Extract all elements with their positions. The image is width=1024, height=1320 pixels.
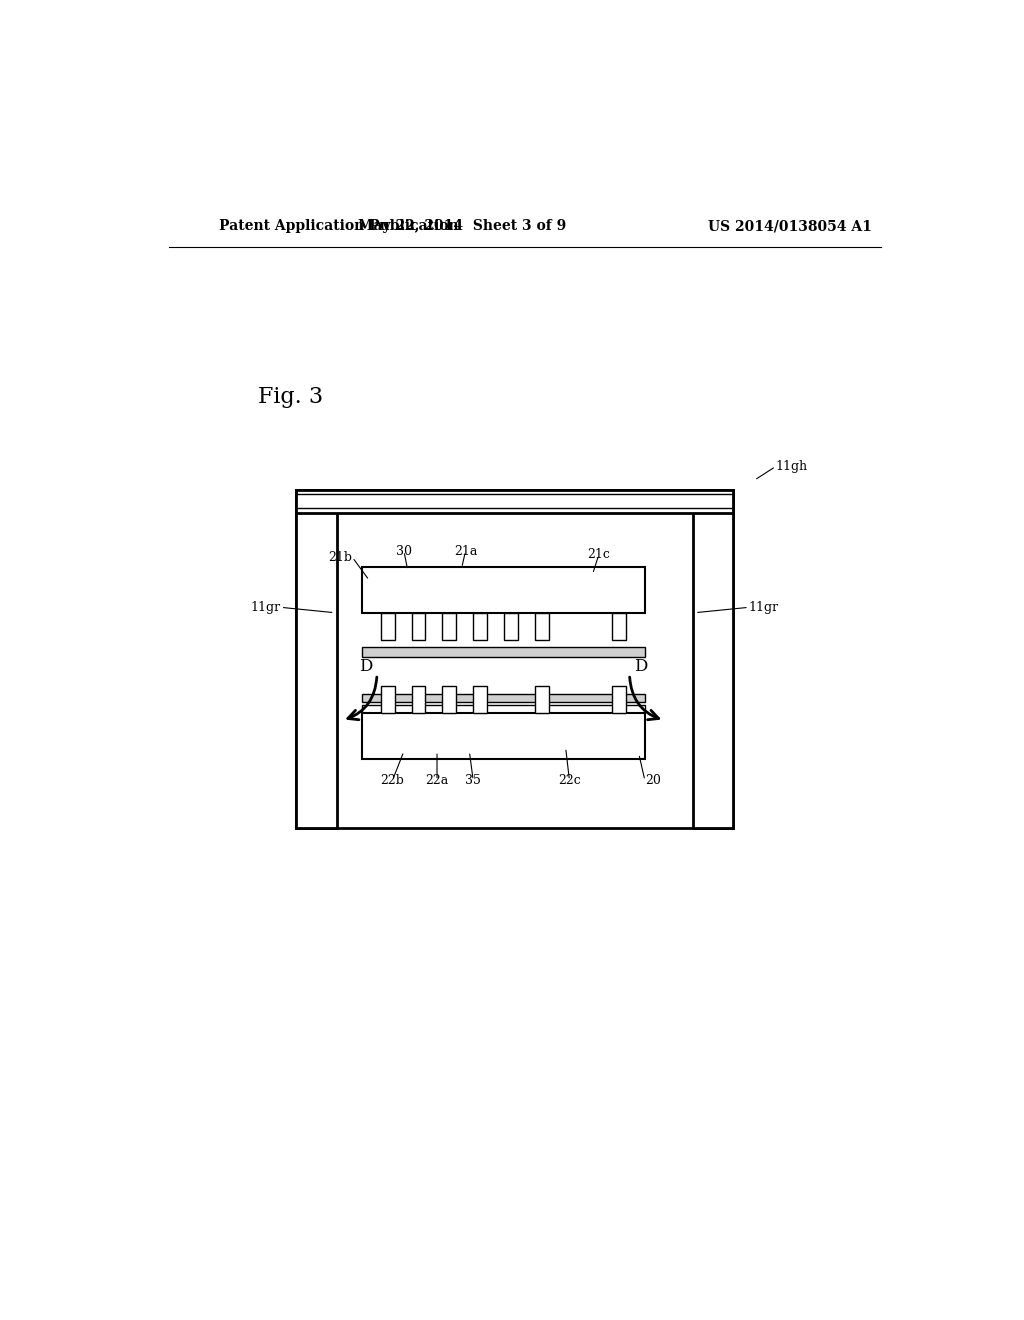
- Bar: [442, 686, 457, 713]
- Text: Fig. 3: Fig. 3: [258, 385, 323, 408]
- Text: 21a: 21a: [454, 545, 477, 557]
- Bar: [412, 686, 425, 713]
- Bar: [412, 612, 425, 640]
- Bar: [361, 566, 645, 612]
- Bar: [381, 612, 394, 640]
- Text: May 22, 2014  Sheet 3 of 9: May 22, 2014 Sheet 3 of 9: [357, 219, 566, 234]
- Text: 22c: 22c: [558, 774, 581, 787]
- FancyArrowPatch shape: [348, 677, 377, 719]
- Text: 11gr: 11gr: [251, 601, 281, 614]
- Bar: [361, 647, 645, 657]
- Text: US 2014/0138054 A1: US 2014/0138054 A1: [708, 219, 871, 234]
- Text: D: D: [358, 659, 372, 675]
- Text: D: D: [635, 659, 648, 675]
- Text: Patent Application Publication: Patent Application Publication: [219, 219, 459, 234]
- Bar: [473, 686, 487, 713]
- Bar: [361, 713, 645, 759]
- Bar: [611, 612, 626, 640]
- Bar: [692, 490, 733, 829]
- FancyArrowPatch shape: [630, 677, 658, 719]
- Text: 11gh: 11gh: [776, 459, 808, 473]
- Text: 30: 30: [396, 545, 412, 557]
- Bar: [296, 490, 733, 829]
- Text: 20: 20: [645, 774, 660, 787]
- Bar: [535, 612, 549, 640]
- Text: 21b: 21b: [329, 550, 352, 564]
- Bar: [611, 686, 626, 713]
- Bar: [296, 490, 337, 829]
- Bar: [535, 686, 549, 713]
- Text: 35: 35: [465, 774, 481, 787]
- Bar: [504, 612, 518, 640]
- Bar: [473, 612, 487, 640]
- Bar: [442, 612, 457, 640]
- Bar: [361, 705, 645, 713]
- Text: 11gr: 11gr: [749, 601, 779, 614]
- Bar: [381, 686, 394, 713]
- Bar: [361, 693, 645, 702]
- Text: 21c: 21c: [588, 548, 610, 561]
- Text: 22b: 22b: [381, 774, 404, 787]
- Bar: [296, 490, 733, 512]
- Text: 22a: 22a: [425, 774, 449, 787]
